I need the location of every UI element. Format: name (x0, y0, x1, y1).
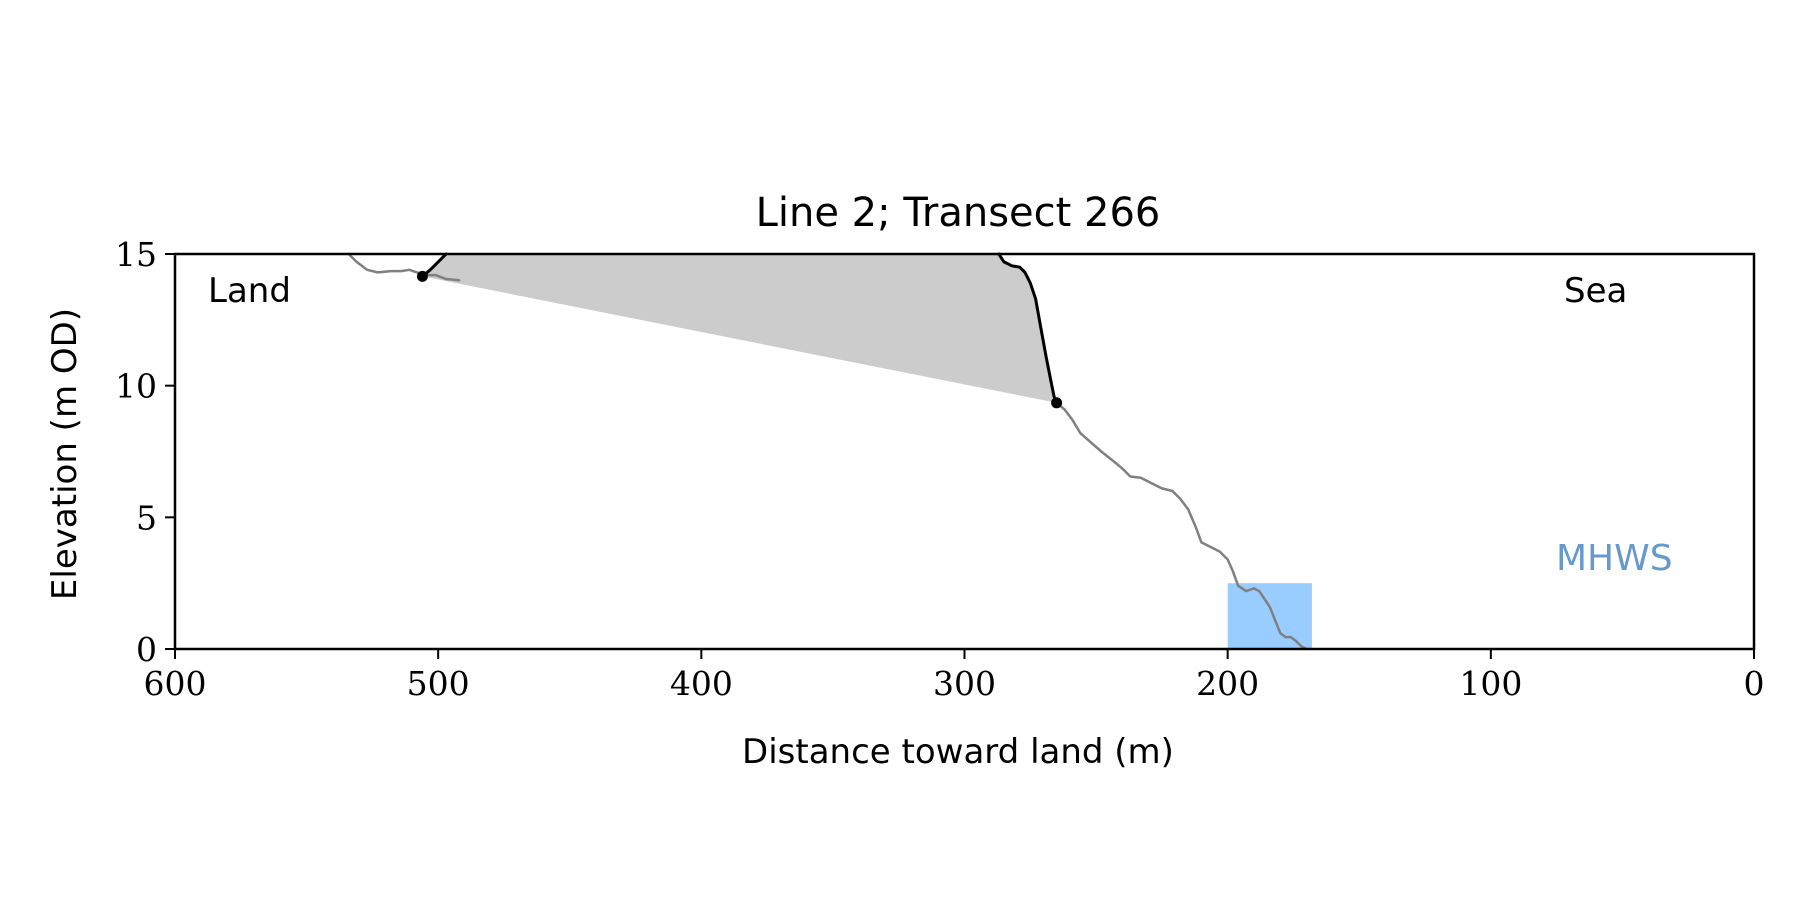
x-tick-label: 600 (144, 664, 207, 703)
y-axis-label: Elevation (m OD) (45, 308, 85, 600)
y-tick-label: 10 (115, 367, 157, 406)
x-axis: 600 500 400 300 200 100 0 (144, 649, 1765, 703)
x-tick-label: 300 (933, 664, 996, 703)
land-annotation: Land (208, 271, 291, 311)
profile-line-0 (347, 252, 461, 282)
x-tick-label: 500 (407, 664, 470, 703)
sea-annotation: Sea (1564, 271, 1627, 311)
y-tick-label: 15 (115, 235, 157, 274)
x-tick-label: 200 (1196, 664, 1259, 703)
x-axis-label: Distance toward land (m) (742, 732, 1174, 772)
plot-area (347, 252, 1312, 651)
y-tick-label: 0 (136, 630, 157, 669)
y-tick-label: 5 (136, 498, 157, 537)
profile-line-1 (1055, 401, 1308, 651)
mhws-region (1227, 583, 1312, 649)
erosion-fill-region (422, 254, 1057, 403)
cliff-point-marker-1 (1051, 397, 1063, 409)
mhws-annotation: MHWS (1556, 538, 1673, 579)
chart-title: Line 2; Transect 266 (756, 190, 1161, 236)
cliff-point-marker-0 (416, 270, 428, 282)
y-axis: 0 5 10 15 (115, 235, 175, 669)
x-tick-label: 400 (670, 664, 733, 703)
x-tick-label: 0 (1744, 664, 1765, 703)
x-tick-label: 100 (1459, 664, 1522, 703)
cliff-line-3 (997, 252, 1059, 405)
